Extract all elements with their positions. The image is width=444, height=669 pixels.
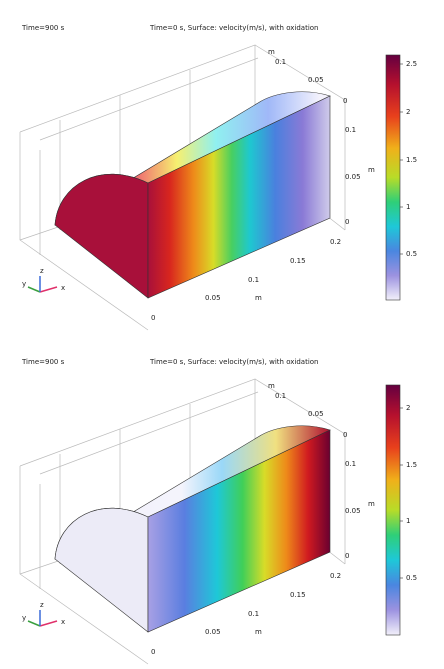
triad-label: y xyxy=(22,614,26,622)
plot-panel: Time=900 s Time=0 s, Surface: velocity(m/… xyxy=(19,358,417,665)
grid-wire xyxy=(254,378,346,564)
colorbar xyxy=(385,384,401,636)
plot-title: Time=0 s, Surface: velocity(m/s), with o… xyxy=(149,358,319,366)
triad-label: y xyxy=(22,280,26,288)
colorbar-tick-label: 2.5 xyxy=(406,60,417,68)
axis-tick-label: 0.1 xyxy=(345,126,356,134)
axis-tick-label: 0.05 xyxy=(308,410,324,418)
colorbar-tick-label: 1.5 xyxy=(406,461,417,469)
colorbar-tick-label: 1 xyxy=(406,517,410,525)
triad-label: x xyxy=(61,618,65,626)
plot-panel: Time=900 s Time=0 s, Surface: velocity(m/… xyxy=(19,24,417,331)
front-face xyxy=(147,429,331,633)
axis-tick-label: 0.1 xyxy=(275,58,286,66)
colorbar-tick-label: 2 xyxy=(406,108,410,116)
colorbar-tick-label: 0.5 xyxy=(406,250,417,258)
axis-tick-label: 0.15 xyxy=(290,591,306,599)
axis-tick-label: 0 xyxy=(151,648,155,656)
axis-tick-label: 0.05 xyxy=(345,507,361,515)
colorbar-tick-label: 0.5 xyxy=(406,574,417,582)
colorbar-tick-label: 2 xyxy=(406,404,410,412)
colorbar-tick-label: 1 xyxy=(406,203,410,211)
triad-label: z xyxy=(40,267,44,275)
axis-tick-label: 0.2 xyxy=(330,572,341,580)
triad-label: x xyxy=(61,284,65,292)
axis-tick-label: 0.1 xyxy=(248,610,259,618)
axis-tick-label: 0 xyxy=(343,97,347,105)
axis-unit: m xyxy=(368,500,375,508)
axis-tick-label: 0 xyxy=(345,218,349,226)
axis-tick-label: 0.1 xyxy=(275,392,286,400)
grid-wire xyxy=(254,44,346,230)
axis-tick-label: 0.05 xyxy=(205,628,221,636)
axis-tick-label: 0.05 xyxy=(205,294,221,302)
front-face xyxy=(147,95,331,299)
time-label: Time=900 s xyxy=(21,358,65,366)
triad-label: z xyxy=(40,601,44,609)
axis-tick-label: 0 xyxy=(151,314,155,322)
axis-tick-label: 0.2 xyxy=(330,238,341,246)
axis-tick-label: 0.1 xyxy=(345,460,356,468)
triad-y xyxy=(27,286,41,293)
axis-tick-label: 0.05 xyxy=(345,173,361,181)
triad-x xyxy=(39,286,58,293)
colorbar-tick-label: 1.5 xyxy=(406,156,417,164)
axis-tick-label: 0.05 xyxy=(308,76,324,84)
triad-x xyxy=(39,620,58,627)
time-label: Time=900 s xyxy=(21,24,65,32)
axis-tick-label: 0.15 xyxy=(290,257,306,265)
axis-unit: m xyxy=(368,166,375,174)
grid-wire xyxy=(39,391,259,475)
axis-tick-label: 0.1 xyxy=(248,276,259,284)
axis-unit: m xyxy=(268,48,275,56)
colorbar xyxy=(385,54,401,301)
end-face xyxy=(54,173,149,299)
plot-title: Time=0 s, Surface: velocity(m/s), with o… xyxy=(149,24,319,32)
grid-wire xyxy=(39,57,259,141)
triad-y xyxy=(27,620,41,627)
axis-tick-label: 0 xyxy=(343,431,347,439)
axis-unit: m xyxy=(268,382,275,390)
axis-unit: m xyxy=(255,628,262,636)
end-face xyxy=(54,507,149,633)
axis-unit: m xyxy=(255,294,262,302)
axis-tick-label: 0 xyxy=(345,552,349,560)
